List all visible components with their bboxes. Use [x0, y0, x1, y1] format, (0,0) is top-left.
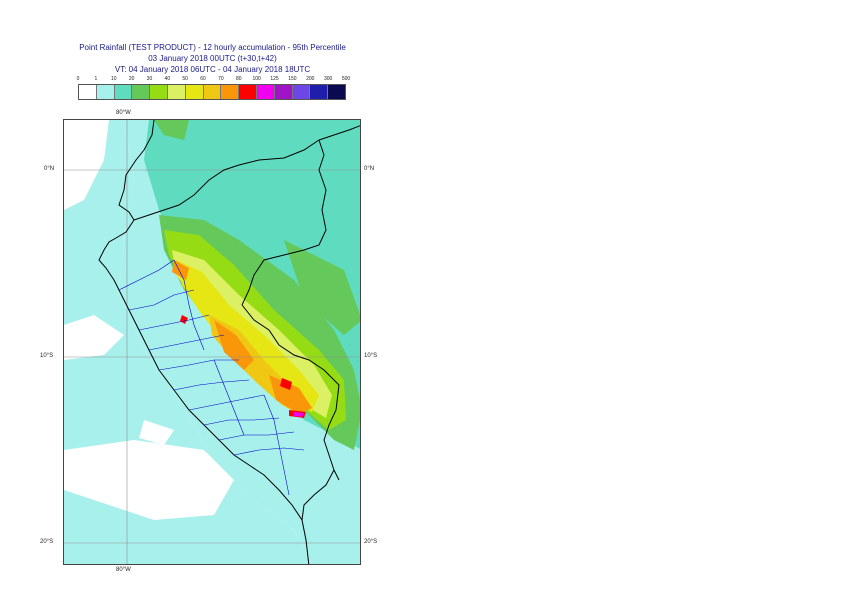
legend-swatch — [185, 85, 204, 99]
legend-swatch — [292, 85, 311, 99]
legend-swatch — [256, 85, 275, 99]
national-borders — [133, 125, 360, 521]
legend-swatch — [150, 85, 168, 99]
legend-swatch — [221, 85, 240, 99]
legend-tick-label: 150 — [288, 76, 297, 82]
legend-swatch — [328, 85, 345, 99]
color-legend: 0 1 10 20 30 40 50 60 70 80 100 125 150 200 300 500 — [76, 76, 350, 102]
legend-tick-label: 50 — [182, 76, 188, 82]
legend-swatch — [79, 85, 97, 99]
lat-label-right-0: 0°N — [364, 166, 375, 172]
legend-tick-label: 60 — [200, 76, 206, 82]
legend-swatch — [239, 85, 257, 99]
regional-borders — [118, 259, 305, 496]
legend-tick-label: 80 — [236, 76, 242, 82]
ocean-dry-patch-2 — [64, 315, 124, 360]
lon-label-top: 80°W — [116, 110, 131, 116]
valid-time-label: VT: 04 January 2018 06UTC - 04 January 2… — [114, 65, 311, 74]
legend-tick-label: 70 — [218, 76, 224, 82]
orange-core-2 — [269, 375, 312, 414]
lat-label-left-20: 20°S — [40, 539, 54, 545]
ocean-dry-patch-3 — [64, 440, 234, 520]
rainfall-map — [63, 119, 361, 565]
legend-tick-label: 30 — [146, 76, 153, 82]
ocean-dry-patch-4 — [139, 420, 174, 445]
lat-label-left-0: 0°N — [44, 166, 55, 172]
run-time-label: 03 January 2018 00UTC (t+30,t+42) — [148, 54, 277, 63]
legend-tick-label: 125 — [270, 76, 279, 82]
legend-tick-label: 300 — [323, 76, 333, 82]
lat-label-right-10: 10°S — [364, 353, 378, 359]
legend-swatch — [114, 85, 133, 99]
lat-label-right-20: 20°S — [364, 539, 378, 545]
red-core-1 — [280, 378, 292, 390]
legend-swatches — [78, 84, 346, 100]
legend-tick-label: 100 — [252, 76, 261, 82]
legend-swatch — [167, 85, 186, 99]
legend-tick-label: 1 — [94, 76, 98, 82]
map-canvas — [64, 120, 360, 564]
legend-swatch — [203, 85, 222, 99]
legend-swatch — [96, 85, 115, 99]
legend-tick-label: 40 — [164, 76, 171, 82]
lon-label-bottom: 80°W — [116, 567, 131, 573]
legend-tick-label: 0 — [76, 76, 80, 82]
legend-tick-label: 200 — [306, 76, 315, 82]
ocean-dry-patch-1 — [64, 120, 109, 210]
legend-tick-label: 20 — [128, 76, 135, 82]
legend-tick-label: 10 — [110, 76, 117, 82]
orange-core-1 — [214, 320, 254, 370]
magenta-core — [294, 412, 304, 417]
green-east — [284, 240, 360, 335]
yellow-band — [176, 260, 319, 412]
legend-swatch — [274, 85, 293, 99]
red-core-3 — [180, 315, 188, 324]
legend-swatch — [132, 85, 151, 99]
legend-tick-label: 500 — [341, 76, 351, 82]
lat-label-left-10: 10°S — [40, 353, 54, 359]
chart-title: Point Rainfall (TEST PRODUCT) - 12 hourl… — [79, 43, 346, 52]
legend-swatch — [310, 85, 329, 99]
green-top — [154, 120, 189, 140]
graticule — [64, 120, 360, 564]
